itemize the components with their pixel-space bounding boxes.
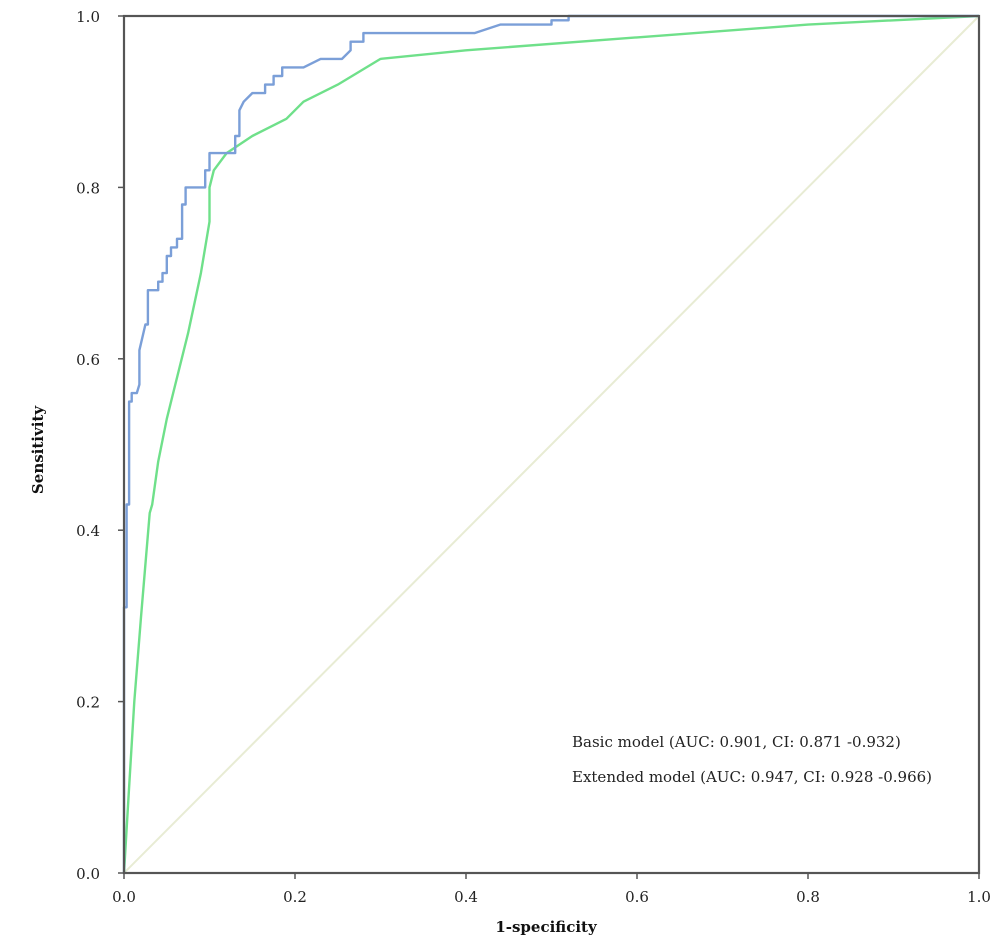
legend-basic-model: Basic model (AUC: 0.901, CI: 0.871 -0.93… — [572, 733, 901, 751]
x-tick-label: 0.8 — [796, 888, 820, 906]
y-axis-title: Sensitivity — [29, 405, 47, 494]
y-tick-label: 1.0 — [76, 8, 100, 26]
reference-diagonal-line — [123, 15, 980, 874]
roc-curve-basic-model — [122, 14, 979, 873]
ticks-layer: 0.0 0.2 0.4 0.6 0.8 1.0 0.0 0.2 0.4 0.6 0.8 1.0 — [76, 8, 991, 906]
x-tick-label: 0.6 — [625, 888, 649, 906]
x-axis-title: 1-specificity — [495, 918, 598, 936]
series-layer — [122, 14, 980, 874]
y-tick-label: 0.4 — [76, 522, 100, 540]
x-tick-label: 0.4 — [454, 888, 478, 906]
y-tick-label: 0.6 — [76, 351, 100, 369]
legend-extended-model: Extended model (AUC: 0.947, CI: 0.928 -0… — [572, 768, 932, 786]
roc-curve-extended-model — [122, 14, 980, 874]
x-tick-label: 0.0 — [112, 888, 136, 906]
y-tick-label: 0.0 — [76, 865, 100, 883]
x-tick-label: 1.0 — [967, 888, 991, 906]
x-tick-label: 0.2 — [283, 888, 307, 906]
y-tick-label: 0.8 — [76, 179, 100, 197]
plot-frame — [122, 14, 981, 875]
y-tick-label: 0.2 — [76, 694, 100, 712]
